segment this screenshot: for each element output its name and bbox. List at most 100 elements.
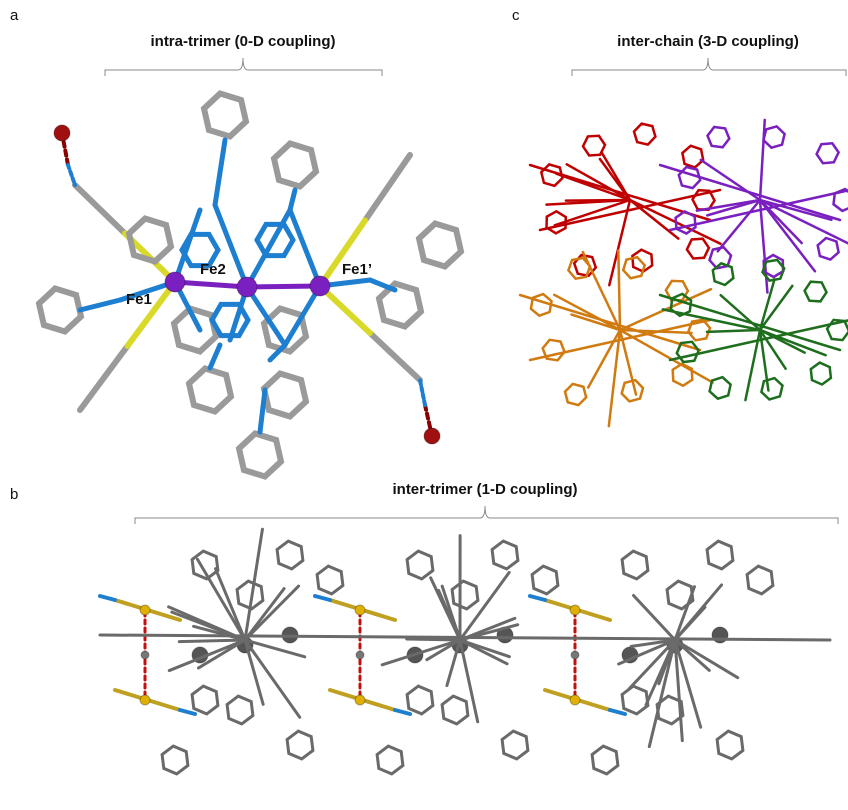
atom xyxy=(140,605,150,615)
bond xyxy=(75,185,125,234)
ring xyxy=(502,731,528,759)
ring xyxy=(682,146,703,168)
bond xyxy=(179,640,245,642)
atom-label: Fe2 xyxy=(200,261,226,278)
bond xyxy=(382,640,460,665)
ring xyxy=(710,377,731,399)
ring xyxy=(274,144,316,187)
bond xyxy=(169,640,245,671)
atom xyxy=(355,695,365,705)
ring xyxy=(532,566,558,594)
atom xyxy=(570,605,580,615)
atom xyxy=(237,277,257,297)
ring xyxy=(192,686,218,714)
ring xyxy=(622,686,648,714)
bond xyxy=(290,210,320,286)
bond xyxy=(80,346,128,410)
panel-title: intra-trimer (0-D coupling) xyxy=(150,33,335,50)
bond xyxy=(618,250,620,330)
ring xyxy=(162,746,188,774)
ring xyxy=(622,551,648,579)
atom-label: Fe1’ xyxy=(342,261,372,278)
bond xyxy=(407,639,460,640)
ring xyxy=(212,304,248,335)
bond xyxy=(554,295,620,330)
ring xyxy=(632,250,652,272)
bond xyxy=(395,710,410,714)
ring xyxy=(677,342,699,362)
ring xyxy=(817,143,839,163)
bond xyxy=(760,120,765,200)
atom-label: Fe1 xyxy=(126,291,152,308)
bond xyxy=(609,330,620,426)
bond xyxy=(718,200,760,251)
ring xyxy=(174,309,216,352)
ring xyxy=(764,126,785,147)
bond xyxy=(260,390,265,432)
bond xyxy=(210,345,220,368)
ring xyxy=(565,384,586,405)
ring xyxy=(379,284,421,327)
bond xyxy=(365,155,410,221)
bracket xyxy=(105,58,382,76)
atom xyxy=(141,651,149,659)
atom xyxy=(356,651,364,659)
ring xyxy=(377,746,403,774)
atom xyxy=(140,695,150,705)
atom xyxy=(424,428,440,444)
panel-title: inter-trimer (1-D coupling) xyxy=(392,481,577,498)
ring xyxy=(811,363,831,385)
ring xyxy=(543,340,565,361)
ring xyxy=(708,127,730,147)
bond xyxy=(460,640,478,722)
atom xyxy=(165,272,185,292)
panel-letter: c xyxy=(512,7,520,24)
atom xyxy=(310,276,330,296)
ring xyxy=(707,541,733,569)
molecular-structures xyxy=(39,94,848,774)
bond xyxy=(610,710,625,714)
ring xyxy=(204,94,246,137)
ring xyxy=(419,224,461,267)
ring xyxy=(442,696,468,724)
ring xyxy=(583,136,605,156)
ring xyxy=(667,581,693,609)
bond xyxy=(215,140,225,205)
panel-letter: b xyxy=(10,486,18,503)
bond xyxy=(420,380,425,405)
bond xyxy=(649,640,675,747)
ring xyxy=(407,551,433,579)
ring xyxy=(452,581,478,609)
bond xyxy=(707,330,760,332)
atom xyxy=(355,605,365,615)
bond xyxy=(100,596,115,600)
atom xyxy=(570,695,580,705)
bond xyxy=(180,710,195,714)
ring xyxy=(717,731,743,759)
figure: a intra-trimer (0-D coupling) c inter-ch… xyxy=(0,0,848,810)
bond xyxy=(290,190,295,210)
bond xyxy=(530,596,545,600)
ring xyxy=(189,369,231,412)
ring xyxy=(227,696,253,724)
panel-letter: a xyxy=(10,7,19,24)
bracket xyxy=(572,58,846,76)
bond xyxy=(247,286,320,287)
ring xyxy=(673,364,693,386)
bond xyxy=(247,210,290,287)
ring xyxy=(407,686,433,714)
ring xyxy=(239,434,281,477)
bond xyxy=(68,165,75,185)
ring xyxy=(317,566,343,594)
bond xyxy=(245,640,263,704)
bond xyxy=(80,300,120,310)
ring xyxy=(818,238,839,260)
ring xyxy=(39,289,81,332)
panel-title: inter-chain (3-D coupling) xyxy=(617,33,799,50)
bond xyxy=(175,210,200,282)
ring xyxy=(687,239,709,259)
ring xyxy=(492,541,518,569)
ring xyxy=(264,374,306,417)
ring xyxy=(761,378,782,399)
ring xyxy=(805,282,827,302)
